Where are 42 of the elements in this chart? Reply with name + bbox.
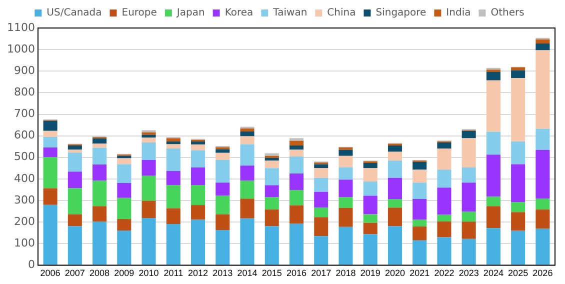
- x-tick-label: 2010: [138, 268, 159, 278]
- y-tick-label: 500: [14, 150, 35, 164]
- legend-label: Japan: [176, 8, 205, 19]
- legend-label: Europe: [122, 8, 157, 19]
- y-tick-label: 600: [14, 128, 35, 142]
- x-tick-label: 2013: [212, 268, 233, 278]
- y-tick-label: 700: [14, 107, 35, 120]
- y-tick-label: 100: [14, 236, 35, 250]
- y-tick-label: 800: [14, 86, 35, 99]
- x-tick-label: 2014: [237, 268, 258, 278]
- x-tick-label: 2024: [483, 268, 504, 278]
- y-tick-label: 1000: [6, 42, 35, 56]
- legend-label: Taiwan: [272, 8, 308, 19]
- x-tick-label: 2011: [164, 268, 184, 278]
- x-tick-label: 2015: [262, 268, 282, 278]
- y-tick-label: 200: [14, 214, 35, 228]
- x-tick-label: 2008: [90, 268, 110, 278]
- legend-label: Singapore: [376, 8, 426, 19]
- y-tick-label: 400: [14, 172, 35, 185]
- x-tick-label: 2009: [114, 268, 134, 278]
- y-tick-label: 1100: [6, 20, 35, 34]
- x-tick-label: 2012: [188, 268, 208, 278]
- x-tick-label: 2026: [532, 268, 553, 278]
- x-tick-label: 2019: [360, 268, 380, 278]
- y-tick-label: 300: [14, 193, 35, 206]
- x-tick-label: 2007: [64, 268, 85, 278]
- x-tick-label: 2020: [384, 268, 405, 278]
- legend-label: US/Canada: [46, 8, 102, 19]
- legend-label: Others: [490, 8, 524, 19]
- y-tick-label: 0: [28, 258, 35, 272]
- x-tick-label: 2018: [336, 268, 356, 278]
- legend-label: Korea: [224, 8, 254, 19]
- legend-label: China: [327, 8, 356, 19]
- x-tick-label: 2022: [434, 268, 454, 278]
- x-tick-label: 2006: [40, 268, 60, 278]
- x-tick-label: 2016: [286, 268, 307, 278]
- x-tick-label: 2023: [458, 268, 479, 278]
- legend-label: India: [446, 8, 471, 19]
- x-tick-label: 2017: [311, 268, 332, 278]
- y-tick-label: 900: [14, 64, 35, 77]
- x-tick-label: 2025: [508, 268, 528, 278]
- x-tick-label: 2021: [410, 268, 430, 278]
